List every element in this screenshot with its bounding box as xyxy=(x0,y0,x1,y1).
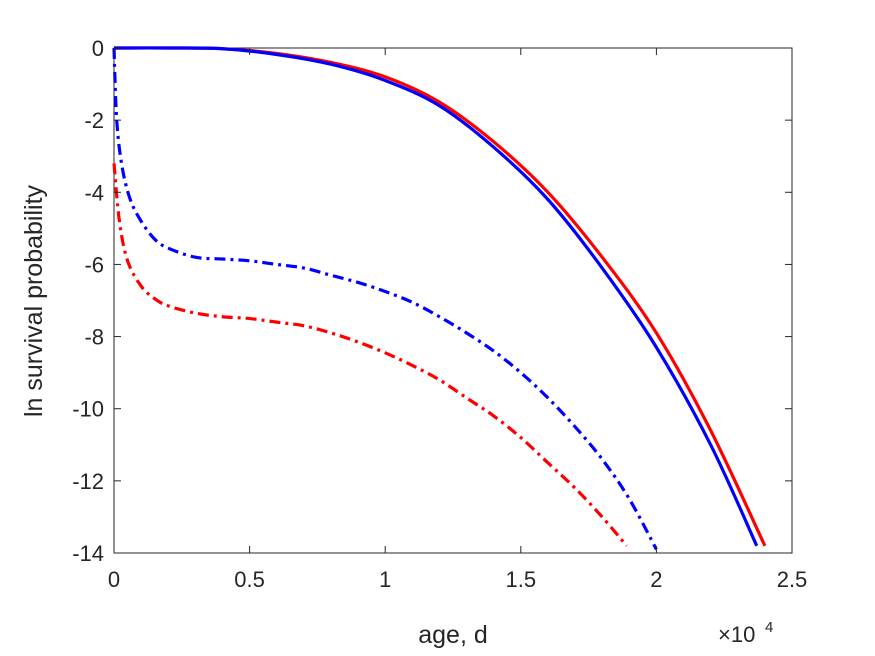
x-tick-label: 0 xyxy=(108,567,120,592)
x-tick-label: 2.5 xyxy=(777,567,808,592)
x-tick-label: 1 xyxy=(379,567,391,592)
y-tick-label: -14 xyxy=(72,541,104,566)
x-tick-label: 0.5 xyxy=(234,567,265,592)
y-tick-label: -10 xyxy=(72,397,104,422)
x-axis-label: age, d xyxy=(418,621,488,649)
plot-area xyxy=(114,48,792,553)
y-tick-label: 0 xyxy=(92,36,104,61)
y-tick-label: -2 xyxy=(84,108,104,133)
svg-text:×10: ×10 xyxy=(718,622,755,647)
y-tick-label: -12 xyxy=(72,469,104,494)
x-tick-label: 2 xyxy=(650,567,662,592)
y-axis-label: ln survival probability xyxy=(20,184,48,417)
x-tick-label: 1.5 xyxy=(506,567,537,592)
x-exponent-label: ×10 4 xyxy=(718,619,773,647)
svg-text:4: 4 xyxy=(765,619,773,636)
y-tick-label: -8 xyxy=(84,325,104,350)
y-tick-label: -6 xyxy=(84,252,104,277)
y-tick-label: -4 xyxy=(84,180,104,205)
